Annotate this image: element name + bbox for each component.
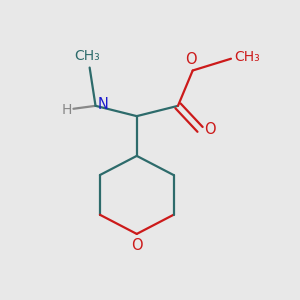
Text: N: N [98, 97, 109, 112]
Text: CH₃: CH₃ [74, 49, 100, 63]
Text: O: O [185, 52, 197, 67]
Text: O: O [131, 238, 142, 253]
Text: H: H [61, 103, 72, 117]
Text: CH₃: CH₃ [234, 50, 260, 64]
Text: O: O [204, 122, 216, 137]
